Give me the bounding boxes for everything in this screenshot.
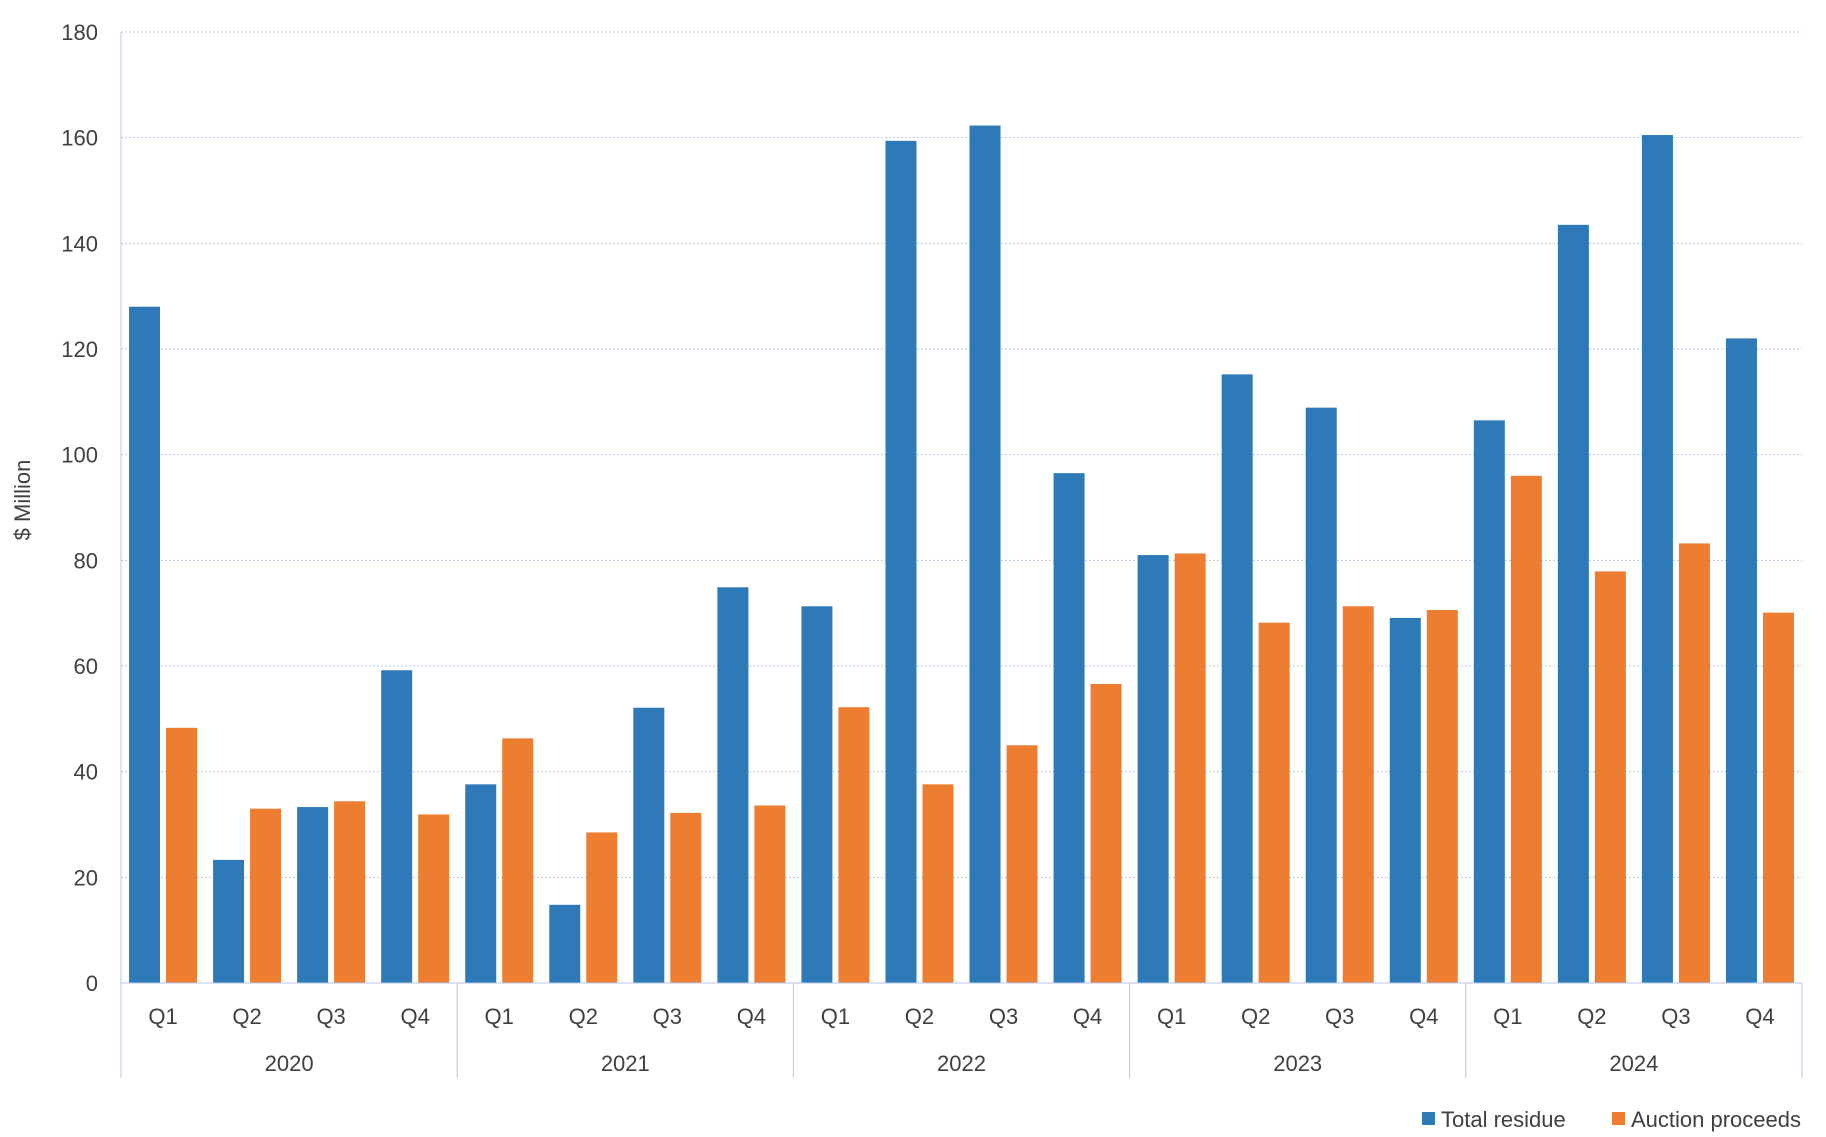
y-tick-label: 0 [86, 971, 98, 996]
legend-swatch-auction-proceeds [1612, 1112, 1625, 1125]
legend-label-total-residue: Total residue [1441, 1107, 1566, 1132]
bar-total-residue [549, 904, 581, 983]
y-tick-label: 60 [74, 654, 98, 679]
bar-auction-proceeds [1258, 622, 1290, 983]
x-tick-label-year: 2022 [937, 1051, 986, 1076]
bar-auction-proceeds [670, 812, 702, 983]
x-tick-label-quarter: Q4 [737, 1004, 766, 1029]
x-tick-label-quarter: Q2 [232, 1004, 261, 1029]
bar-total-residue [1221, 374, 1253, 983]
bar-total-residue [1389, 617, 1421, 983]
x-tick-label-quarter: Q4 [1073, 1004, 1102, 1029]
x-tick-label-quarter: Q1 [485, 1004, 514, 1029]
x-tick-label-quarter: Q2 [905, 1004, 934, 1029]
x-tick-label-quarter: Q1 [1493, 1004, 1522, 1029]
bar-auction-proceeds [1762, 612, 1794, 983]
x-tick-label-quarter: Q3 [1325, 1004, 1354, 1029]
y-tick-label: 160 [61, 126, 98, 151]
y-tick-label: 180 [61, 20, 98, 45]
bars [129, 125, 1794, 983]
bar-auction-proceeds [1426, 609, 1458, 983]
bar-auction-proceeds [502, 738, 534, 983]
x-tick-label-quarter: Q3 [1661, 1004, 1690, 1029]
bar-auction-proceeds [418, 814, 450, 983]
y-tick-label: 140 [61, 231, 98, 256]
bar-total-residue [1305, 407, 1337, 983]
x-tick-label-year: 2023 [1273, 1051, 1322, 1076]
bar-auction-proceeds [166, 727, 198, 983]
legend-swatch-total-residue [1422, 1112, 1435, 1125]
bar-auction-proceeds [1594, 571, 1626, 983]
legend: Total residue Auction proceeds [1422, 1107, 1801, 1132]
bar-auction-proceeds [838, 707, 870, 983]
bar-total-residue [1641, 135, 1673, 983]
bar-total-residue [1137, 555, 1169, 983]
bar-total-residue [297, 807, 329, 983]
bar-total-residue [1473, 420, 1505, 983]
bar-total-residue [885, 140, 917, 983]
bar-auction-proceeds [334, 801, 366, 983]
x-tick-label-quarter: Q2 [1577, 1004, 1606, 1029]
bar-total-residue [1053, 473, 1085, 983]
y-tick-label: 80 [74, 548, 98, 573]
bar-auction-proceeds [1510, 475, 1542, 983]
y-axis-title: $ Million [10, 460, 35, 541]
bar-total-residue [381, 670, 413, 983]
bar-auction-proceeds [754, 805, 786, 983]
bar-total-residue [1725, 338, 1757, 983]
x-tick-label-quarter: Q1 [148, 1004, 177, 1029]
x-tick-label-quarter: Q2 [1241, 1004, 1270, 1029]
x-tick-label-quarter: Q4 [1409, 1004, 1438, 1029]
x-tick-label-quarter: Q2 [569, 1004, 598, 1029]
bar-auction-proceeds [586, 832, 618, 983]
x-tick-label-quarter: Q4 [1745, 1004, 1774, 1029]
legend-label-auction-proceeds: Auction proceeds [1631, 1107, 1801, 1132]
x-tick-label-quarter: Q3 [989, 1004, 1018, 1029]
bar-total-residue [717, 587, 749, 983]
x-tick-label-year: 2024 [1609, 1051, 1658, 1076]
bar-total-residue [465, 784, 497, 983]
bar-auction-proceeds [1090, 683, 1122, 983]
bar-total-residue [129, 306, 161, 983]
bar-auction-proceeds [1342, 606, 1374, 983]
bar-total-residue [633, 707, 665, 983]
y-tick-label: 100 [61, 443, 98, 468]
grid-lines [121, 31, 1802, 878]
x-tick-label-year: 2020 [265, 1051, 314, 1076]
x-tick-label-quarter: Q1 [821, 1004, 850, 1029]
bar-auction-proceeds [922, 784, 954, 983]
x-tick-label-quarter: Q3 [316, 1004, 345, 1029]
bar-auction-proceeds [1006, 745, 1038, 983]
bar-auction-proceeds [1174, 553, 1206, 983]
bar-total-residue [213, 859, 245, 983]
x-tick-label-quarter: Q1 [1157, 1004, 1186, 1029]
bar-total-residue [969, 125, 1001, 983]
y-tick-label: 40 [74, 760, 98, 785]
x-tick-label-year: 2021 [601, 1051, 650, 1076]
bar-total-residue [1557, 224, 1589, 983]
y-tick-label: 120 [61, 337, 98, 362]
bar-auction-proceeds [1678, 543, 1710, 983]
axes: 0 20 40 60 80 100 120 140 160 180 Q1 Q2 Q3 Q4 Q1 Q2 Q3 Q4… [61, 20, 1803, 1078]
x-tick-label-quarter: Q4 [400, 1004, 429, 1029]
x-tick-label-quarter: Q3 [653, 1004, 682, 1029]
bar-auction-proceeds [250, 808, 282, 983]
y-tick-label: 20 [74, 865, 98, 890]
bar-total-residue [801, 606, 833, 983]
